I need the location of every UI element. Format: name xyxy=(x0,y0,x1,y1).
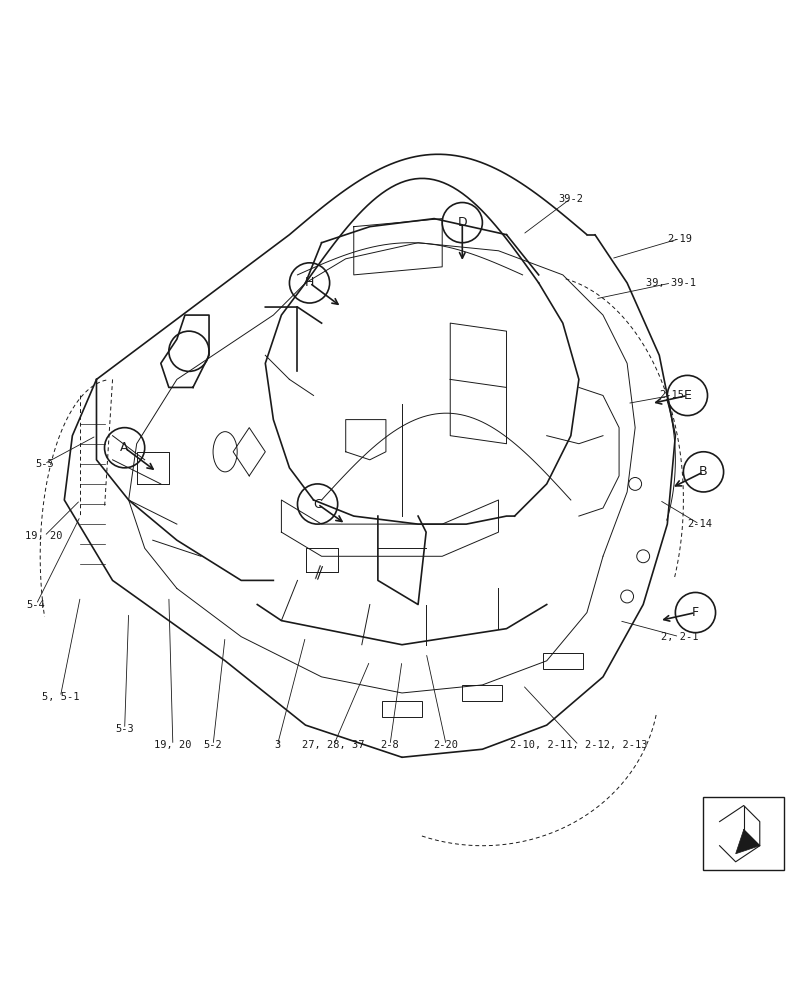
Text: 2-19: 2-19 xyxy=(666,234,691,244)
Bar xyxy=(703,797,783,870)
Text: 5-5: 5-5 xyxy=(35,459,54,469)
Text: 5-3: 5-3 xyxy=(115,724,134,734)
Text: ‖: ‖ xyxy=(312,564,323,580)
Text: 5-4: 5-4 xyxy=(26,600,46,610)
Text: 3: 3 xyxy=(274,740,280,750)
Text: 2-20: 2-20 xyxy=(433,740,459,750)
Text: 2-8: 2-8 xyxy=(380,740,399,750)
Text: 2-10, 2-11, 2-12, 2-13: 2-10, 2-11, 2-12, 2-13 xyxy=(509,740,647,750)
Text: 27, 28, 37: 27, 28, 37 xyxy=(302,740,365,750)
Text: 2, 2-1: 2, 2-1 xyxy=(660,632,697,642)
Text: B: B xyxy=(699,465,707,478)
Text: 5-2: 5-2 xyxy=(203,740,222,750)
Text: 5, 5-1: 5, 5-1 xyxy=(42,692,79,702)
Text: F: F xyxy=(691,606,698,619)
Text: 19, 20: 19, 20 xyxy=(26,531,63,541)
Text: 39-2: 39-2 xyxy=(557,194,583,204)
Text: 19, 20: 19, 20 xyxy=(154,740,191,750)
Text: E: E xyxy=(683,389,691,402)
Text: 2-15: 2-15 xyxy=(658,390,683,400)
Polygon shape xyxy=(735,830,759,854)
Text: 2-14: 2-14 xyxy=(686,519,711,529)
Text: 39, 39-1: 39, 39-1 xyxy=(646,278,695,288)
Text: A: A xyxy=(120,441,128,454)
Text: H: H xyxy=(304,276,314,289)
Text: C: C xyxy=(313,498,321,511)
Text: D: D xyxy=(457,216,467,229)
